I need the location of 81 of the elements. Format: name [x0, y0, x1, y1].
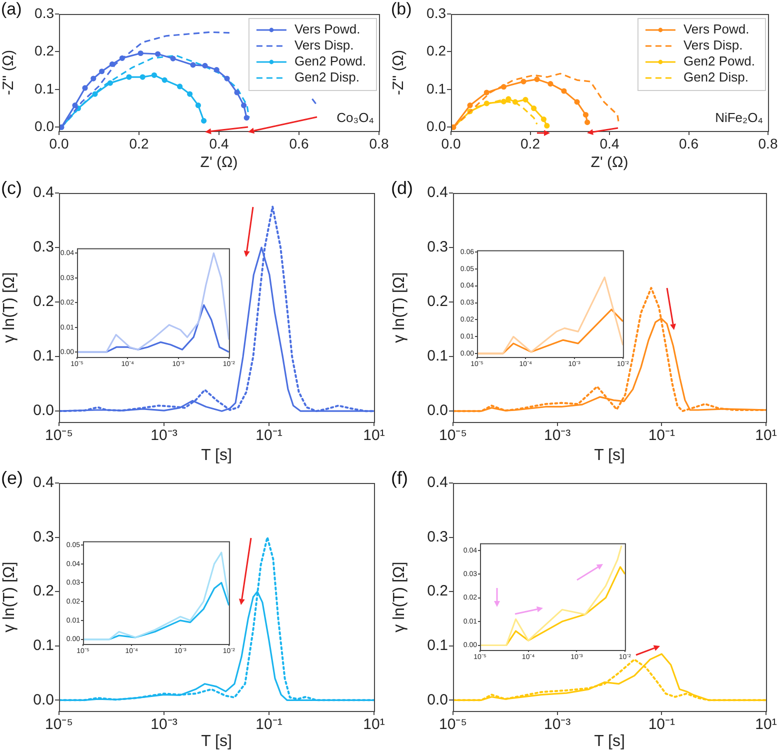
y-tick-label: 0.1: [34, 80, 54, 96]
x-axis-title: T [s]: [201, 732, 232, 750]
y-axis-title: γ ln(T) [Ω]: [1, 562, 18, 632]
chart-title: (d): [391, 178, 413, 198]
x-axis-title: T [s]: [594, 732, 625, 750]
x-tick-label: 0.0: [441, 135, 461, 152]
y-tick-label: 0.4: [427, 474, 448, 492]
x-tick-label: 10¹: [755, 427, 777, 444]
y-tick-label: 0.4: [427, 184, 448, 202]
x-tick-label: 0.8: [369, 135, 389, 152]
x-tick-label: 0.4: [209, 135, 229, 152]
x-tick-label: 0.2: [129, 135, 149, 152]
y-tick-label: 0.3: [426, 4, 446, 21]
y-tick-label: 0.0: [33, 691, 54, 708]
y-tick-label: 0.0: [427, 402, 448, 420]
legend-label: Vers Powd.: [294, 22, 360, 37]
x-tick-label: 10⁻¹: [648, 716, 676, 734]
y-tick-label: 0.3: [33, 528, 54, 546]
y-tick-label: 0.4: [33, 474, 54, 492]
x-tick-label: 10⁻³: [150, 427, 178, 444]
legend-label: Gen2 Disp.: [683, 70, 748, 85]
y-axis-title: -Z'' (Ω): [0, 50, 18, 96]
x-axis-title: T [s]: [594, 446, 625, 464]
y-tick-label: 0.1: [427, 637, 448, 654]
y-tick-label: 0.0: [33, 402, 54, 420]
x-tick-label: 10⁻¹: [256, 716, 282, 734]
x-tick-label: 10⁻⁵: [45, 716, 73, 734]
x-tick-label: 10⁻¹: [648, 427, 676, 444]
y-tick-label: 0.3: [427, 238, 448, 256]
y-tick-label: 0.4: [33, 184, 54, 202]
legend-label: Gen2 Powd.: [294, 54, 366, 69]
x-tick-label: 0.6: [679, 135, 699, 152]
x-tick-label: 0.6: [289, 135, 309, 152]
y-axis-title: -Z'' (Ω): [390, 50, 408, 96]
chart-title: (c): [1, 178, 22, 198]
legend-label: Gen2 Powd.: [683, 54, 755, 69]
legend-label: Gen2 Disp.: [294, 70, 360, 85]
x-tick-label: 0.2: [520, 135, 540, 152]
y-tick-label: 0.2: [33, 293, 54, 310]
x-tick-label: 10¹: [755, 716, 777, 734]
x-tick-label: 10⁻⁵: [45, 427, 73, 444]
x-axis-title: Z' (Ω): [590, 154, 628, 172]
y-axis-title: γ ln(T) [Ω]: [391, 562, 408, 632]
y-tick-label: 0.3: [427, 528, 448, 546]
x-tick-label: 10¹: [363, 716, 385, 734]
chart-title: (b): [391, 0, 412, 19]
y-tick-label: 0.2: [427, 293, 448, 310]
y-tick-label: 0.2: [427, 582, 448, 600]
y-axis-title: γ ln(T) [Ω]: [391, 272, 408, 343]
y-tick-label: 0.0: [34, 118, 54, 134]
x-tick-label: 10⁻¹: [256, 427, 282, 444]
x-axis-title: Z' (Ω): [200, 154, 238, 172]
y-tick-label: 0.0: [426, 118, 446, 134]
annotation: Co₃O₄: [336, 110, 374, 126]
x-tick-label: 10⁻³: [150, 716, 178, 734]
legend-label: Vers Powd.: [683, 22, 750, 37]
y-tick-label: 0.1: [33, 637, 54, 654]
x-tick-label: 10⁻⁵: [439, 716, 467, 734]
chart-title: (f): [391, 468, 408, 488]
y-tick-label: 0.2: [426, 42, 446, 59]
annotation: NiFe₂O₄: [715, 110, 763, 126]
chart-title: (e): [1, 468, 23, 488]
x-tick-label: 10⁻³: [544, 716, 571, 734]
y-tick-label: 0.1: [33, 348, 54, 365]
x-tick-label: 10¹: [363, 427, 385, 444]
y-tick-label: 0.1: [427, 348, 448, 365]
y-tick-label: 0.2: [33, 582, 54, 600]
x-axis-title: T [s]: [201, 446, 232, 464]
x-tick-label: 0.8: [758, 135, 778, 152]
y-tick-label: 0.2: [34, 42, 54, 59]
y-tick-label: 0.3: [33, 238, 54, 256]
chart-title: (a): [1, 0, 22, 19]
y-tick-label: 0.3: [34, 4, 54, 21]
legend-label: Vers Disp.: [294, 38, 354, 53]
y-tick-label: 0.1: [426, 80, 446, 96]
x-tick-label: 0.4: [600, 135, 620, 152]
legend-label: Vers Disp.: [683, 38, 743, 53]
y-axis-title: γ ln(T) [Ω]: [1, 272, 18, 343]
x-tick-label: 10⁻³: [544, 427, 571, 444]
x-tick-label: 10⁻⁵: [439, 427, 467, 444]
y-tick-label: 0.0: [427, 691, 448, 708]
